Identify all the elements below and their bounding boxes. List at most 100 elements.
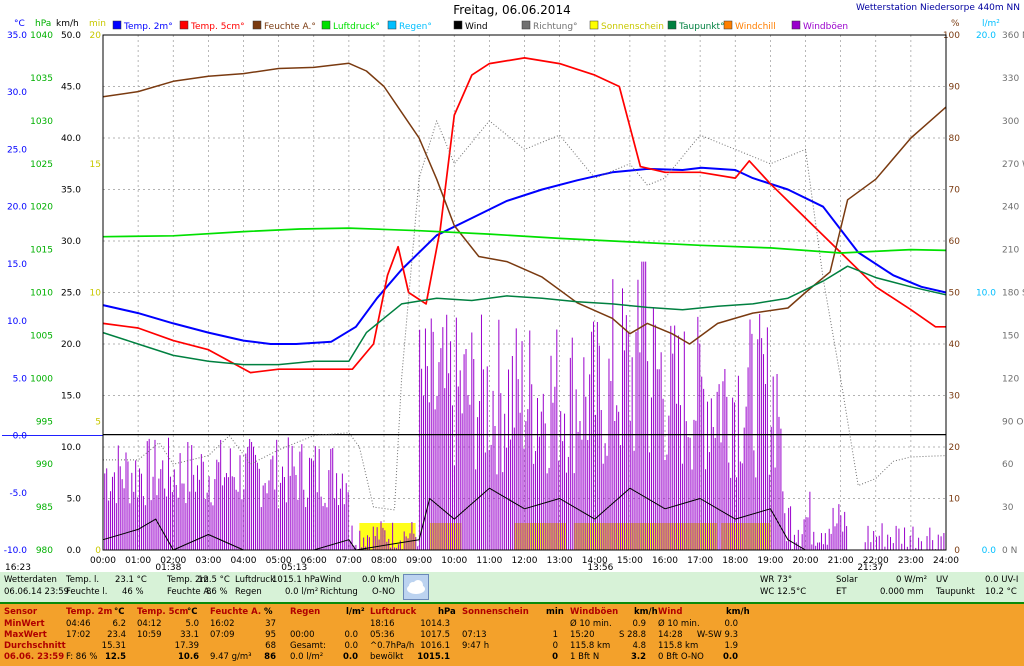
legend-label: Regen° [399,22,432,32]
stat-cell-value: 1015.1 [417,652,450,662]
tick-hpa: 1005 [30,331,53,341]
label-wind: Wind [320,575,342,585]
value-uv: 0.0 UV-I [985,575,1019,585]
legend-swatch [453,20,463,30]
stat-cell-value: 0.0 [342,652,358,662]
tick-deg: 270 W [1002,160,1024,170]
stat-header-unit: km/h [634,607,658,617]
series-feuchte-a- [102,62,947,345]
stat-cell-value: 1 [552,630,558,640]
tick-pct: 10 [949,495,961,505]
stat-cell-time: bewölkt [370,652,404,662]
stat-cell-value: 0.0 [722,652,738,662]
tick-pct: 30 [949,392,961,402]
legend-label: Richtung° [533,22,578,32]
tick-celsius: 25.0 [7,145,27,155]
value-temp-2m: 12.5 °C [198,575,230,585]
unit-min: min [89,19,106,29]
tick-celsius: 0.0 [13,432,28,442]
tick-deg: 90 O [1002,417,1023,427]
tick-x: 22:00 [863,556,889,566]
legend-swatch [321,20,331,30]
tick-x: 24:00 [933,556,959,566]
tick-kmh: 40.0 [61,134,81,144]
stat-cell-value: S 28.8 [618,630,646,640]
tick-pct: 50 [949,289,961,299]
tick-lm2: 0.0 [982,546,997,556]
stat-row-label: Durchschnitt [4,641,66,651]
tick-x: 15:00 [617,556,643,566]
stat-cell-value: 15.31 [101,641,126,651]
tick-celsius: -5.0 [9,489,27,499]
legend-label: Wind [465,22,488,32]
tick-pct: 80 [949,134,961,144]
value-temp-l: 23.1 °C [115,575,147,585]
stat-cell-time: 1 Bft N [570,652,600,662]
legend-label: Windböen [803,22,848,32]
tick-min: 0 [95,546,101,556]
tick-celsius: 10.0 [7,317,27,327]
sun-marker: 13:56 [587,563,613,570]
label-wetterdaten: Wetterdaten [4,575,57,585]
tick-deg: 300 [1002,117,1019,127]
tick-hpa: 995 [36,417,53,427]
stat-cell-value: 4.8 [632,641,646,651]
tick-hpa: 1000 [30,374,53,384]
tick-x: 21:00 [828,556,854,566]
stat-header-unit: °C [187,607,198,617]
tick-kmh: 10.0 [61,443,81,453]
label-feuchte-a: Feuchte A. [167,587,212,597]
stat-header-unit: min [546,607,564,617]
stat-cell-value: 17.39 [174,641,199,651]
tick-hpa: 1040 [30,31,53,41]
tick-hpa: 1010 [30,289,53,299]
legend-label: Temp. 5cm° [190,22,245,32]
tick-x: 14:00 [582,556,608,566]
stat-header-unit: l/m² [346,607,365,617]
stat-cell-value: 1014.3 [420,619,450,629]
series-lines [102,57,947,551]
stat-header: Wind [658,607,683,617]
tick-kmh: 35.0 [61,186,81,196]
stat-cell-value: 12.5 [105,652,126,662]
sun-marker: 05:13 [281,563,307,570]
stat-cell-time: 0 Bft O-NO [658,652,704,662]
stat-cell-value: 6.2 [112,619,126,629]
tick-celsius: 35.0 [7,31,27,41]
stat-cell-value: 86 [264,652,276,662]
stat-cell-time: 115.8 km [658,641,699,651]
tick-x: 03:00 [195,556,221,566]
tick-deg: 240 [1002,203,1019,213]
stat-cell-time: 9.47 g/m³ [210,652,252,662]
stat-cell-time: 07:13 [462,630,487,640]
tick-hpa: 1035 [30,74,53,84]
tick-deg: 210 [1002,246,1019,256]
weather-chart: Freitag, 06.06.2014 Wetterstation Nieder… [2,3,1024,570]
stat-row-label: MinWert [4,619,45,629]
value-richtung: O-NO [372,587,396,597]
legend-swatch [521,20,531,30]
stat-cell-value: 10.6 [178,652,199,662]
grid [103,35,946,550]
tick-x: 09:00 [406,556,432,566]
unit-lm2: l/m² [982,19,1000,29]
series-temp-2m- [102,166,947,345]
tick-deg: 180 S [1002,289,1024,299]
tick-x: 13:00 [547,556,573,566]
legend-label: Windchill [735,22,776,32]
unit-kmh: km/h [56,19,79,29]
tick-lm2: 20.0 [976,31,996,41]
series-wind [102,487,946,551]
station-label: Wetterstation Niedersorpe 440m NN [856,3,1020,13]
tick-celsius: -10.0 [4,546,28,556]
tick-hpa: 1030 [30,117,53,127]
legend-swatch [667,20,677,30]
tick-kmh: 30.0 [61,237,81,247]
current-datetime: 06.06.14 23:59 [4,587,70,597]
tick-pct: 90 [949,83,961,93]
stat-cell-time: Ø 10 min. [658,619,700,629]
tick-celsius: 15.0 [7,260,27,270]
tick-hpa: 985 [36,503,53,513]
label-richtung: Richtung [320,587,358,597]
tick-lm2: 10.0 [976,289,996,299]
